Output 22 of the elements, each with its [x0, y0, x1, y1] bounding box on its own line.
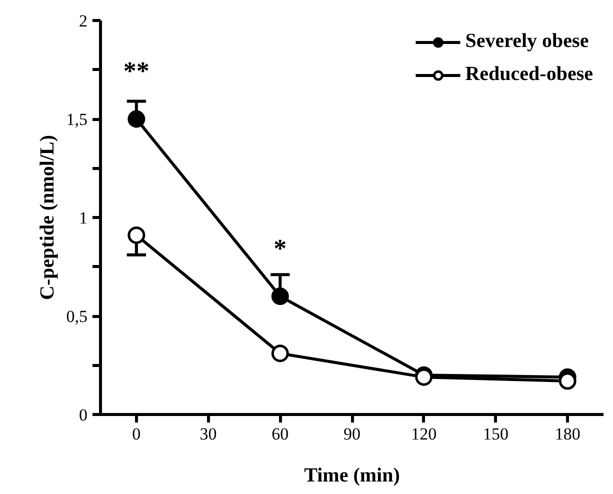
x-tick-label: 0 — [132, 424, 141, 444]
x-axis-title: Time (min) — [304, 464, 400, 486]
y-tick-label: 1 — [79, 208, 88, 228]
x-tick-label: 90 — [344, 424, 360, 444]
point — [128, 226, 146, 244]
annotation: ** — [123, 56, 150, 86]
point — [271, 288, 289, 306]
y-axis-title: C-peptide (nmol/L) — [36, 135, 58, 300]
point — [128, 110, 146, 128]
annotation: * — [274, 234, 287, 263]
y-tick-label: 1,5 — [66, 110, 88, 129]
x-tick-label: 60 — [272, 424, 289, 444]
y-tick-label: 0,5 — [66, 307, 88, 326]
y-tick-label: 0 — [79, 406, 88, 424]
x-tick-label: 150 — [482, 424, 508, 444]
x-tick-label: 30 — [200, 424, 217, 444]
legend-label: Severely obese — [465, 30, 589, 53]
point — [271, 344, 289, 362]
y-tick-label: 2 — [79, 12, 88, 30]
x-tick-label: 180 — [554, 424, 580, 444]
legend-label: Reduced-obese — [465, 63, 593, 86]
x-tick-label: 120 — [411, 424, 437, 444]
